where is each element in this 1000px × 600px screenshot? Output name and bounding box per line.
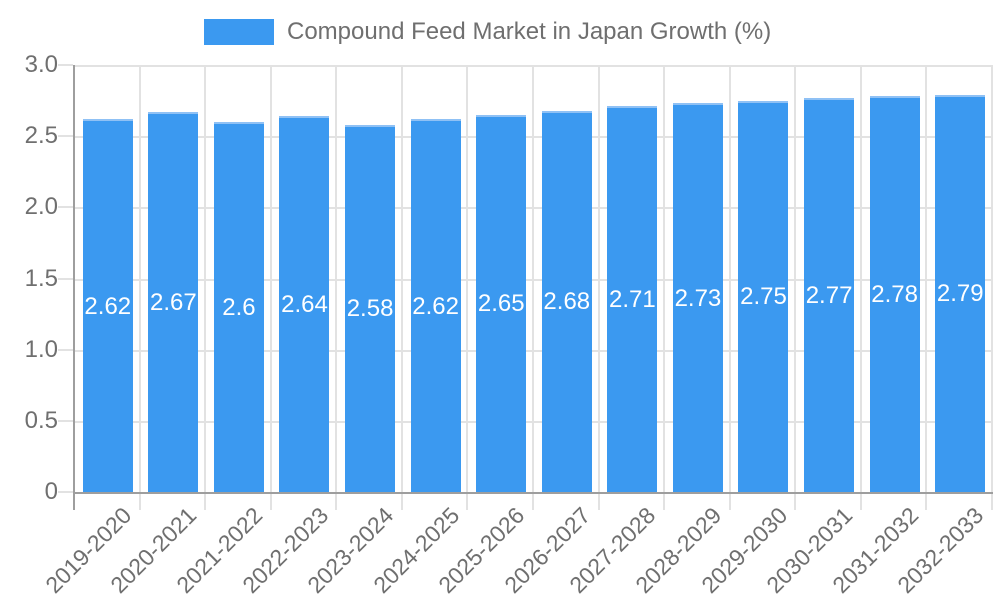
x-tick-mark bbox=[335, 494, 338, 510]
legend-label: Compound Feed Market in Japan Growth (%) bbox=[287, 18, 772, 45]
x-tick-mark bbox=[532, 494, 534, 510]
bar-2021-2022[interactable]: 2.6 bbox=[213, 121, 264, 492]
bar-value-label: 2.62 bbox=[84, 292, 132, 320]
bar-2019-2020[interactable]: 2.62 bbox=[82, 119, 133, 492]
y-tick-mark bbox=[58, 277, 73, 280]
bar-value-label: 2.67 bbox=[149, 288, 197, 316]
bar-slot: 2.77 bbox=[796, 65, 862, 492]
y-tick-mark bbox=[58, 135, 73, 138]
bar-slot: 2.73 bbox=[665, 65, 731, 492]
bar-slot: 2.62 bbox=[403, 65, 469, 492]
y-tick-mark bbox=[58, 491, 73, 493]
x-tick-mark bbox=[794, 494, 797, 510]
bar-value-label: 2.71 bbox=[608, 286, 656, 314]
legend-swatch bbox=[204, 19, 274, 45]
x-tick-mark bbox=[597, 494, 600, 510]
plot-area: 2.62 2.67 2.6 2.64 2.58 2.62 2.65 2.68 2.71 2.73 2… bbox=[75, 65, 993, 492]
h-gridline bbox=[75, 278, 993, 281]
y-axis-tick-label: 0.5 bbox=[24, 406, 58, 434]
bar-slot: 2.6 bbox=[206, 65, 272, 492]
bar-2025-2026[interactable]: 2.65 bbox=[476, 114, 527, 492]
chart-legend: Compound Feed Market in Japan Growth (%) bbox=[204, 18, 771, 46]
bar-slot: 2.64 bbox=[272, 65, 338, 492]
v-gridline bbox=[728, 65, 731, 492]
h-gridline bbox=[75, 65, 993, 67]
x-tick-mark bbox=[991, 494, 993, 510]
h-gridline bbox=[75, 207, 993, 210]
v-gridline bbox=[663, 65, 666, 492]
y-tick-mark bbox=[58, 64, 73, 66]
bar-value-label: 2.75 bbox=[740, 283, 787, 311]
y-axis-tick-label: 1.0 bbox=[24, 335, 58, 363]
bar-2031-2032[interactable]: 2.78 bbox=[869, 96, 920, 492]
bar-2023-2024[interactable]: 2.58 bbox=[345, 124, 396, 492]
y-axis-tick-label: 3.0 bbox=[24, 51, 58, 78]
v-gridline bbox=[204, 65, 207, 492]
x-tick-mark bbox=[400, 494, 403, 510]
h-gridline bbox=[75, 136, 993, 139]
x-tick-mark bbox=[204, 494, 207, 510]
y-tick-mark bbox=[58, 348, 73, 351]
bar-value-label: 2.73 bbox=[674, 284, 722, 312]
y-tick-mark bbox=[58, 206, 73, 209]
v-gridline bbox=[138, 65, 141, 492]
bar-value-label: 2.77 bbox=[805, 281, 853, 309]
bar-slot: 2.79 bbox=[927, 65, 993, 492]
bar-2027-2028[interactable]: 2.71 bbox=[607, 106, 658, 492]
bar-value-label: 2.65 bbox=[477, 290, 525, 318]
bar-value-label: 2.78 bbox=[871, 281, 918, 309]
bar-2020-2021[interactable]: 2.67 bbox=[148, 111, 199, 492]
y-axis-tick-label: 0 bbox=[44, 478, 58, 505]
bar-2029-2030[interactable]: 2.75 bbox=[738, 100, 789, 492]
v-gridline bbox=[466, 65, 469, 492]
y-axis-tick-label: 2.5 bbox=[24, 122, 58, 150]
bar-value-label: 2.58 bbox=[346, 295, 394, 323]
bar-slot: 2.68 bbox=[534, 65, 600, 492]
bar-value-label: 2.79 bbox=[936, 280, 984, 308]
bar-value-label: 2.64 bbox=[281, 291, 328, 319]
h-gridline bbox=[75, 420, 993, 423]
bar-slot: 2.71 bbox=[600, 65, 666, 492]
bar-2032-2033[interactable]: 2.79 bbox=[935, 94, 986, 492]
h-gridline bbox=[75, 349, 993, 352]
bar-slot: 2.78 bbox=[862, 65, 928, 492]
y-axis-line bbox=[73, 65, 75, 510]
bar-2024-2025[interactable]: 2.62 bbox=[410, 119, 461, 492]
bar-value-label: 2.6 bbox=[222, 293, 256, 321]
bar-slot: 2.75 bbox=[731, 65, 797, 492]
x-tick-mark bbox=[925, 494, 928, 510]
bar-slot: 2.67 bbox=[141, 65, 207, 492]
x-tick-mark bbox=[663, 494, 666, 510]
bar-slot: 2.65 bbox=[468, 65, 534, 492]
v-gridline bbox=[269, 65, 272, 492]
v-gridline bbox=[597, 65, 600, 492]
x-tick-mark bbox=[466, 494, 469, 510]
bar-2028-2029[interactable]: 2.73 bbox=[672, 103, 723, 492]
bar-slot: 2.62 bbox=[75, 65, 141, 492]
x-tick-mark bbox=[859, 494, 862, 510]
v-gridline bbox=[794, 65, 797, 492]
bar-2030-2031[interactable]: 2.77 bbox=[804, 97, 855, 492]
bar-value-label: 2.62 bbox=[412, 292, 459, 320]
y-axis-tick-label: 1.5 bbox=[24, 264, 58, 292]
y-tick-mark bbox=[58, 419, 73, 422]
v-gridline bbox=[335, 65, 338, 492]
x-axis-line bbox=[75, 492, 993, 494]
v-gridline bbox=[532, 65, 534, 492]
bar-2022-2023[interactable]: 2.64 bbox=[279, 116, 330, 492]
bar-2026-2027[interactable]: 2.68 bbox=[541, 110, 592, 492]
y-axis-tick-label: 2.0 bbox=[24, 193, 58, 221]
v-gridline bbox=[991, 65, 993, 492]
x-tick-mark bbox=[138, 494, 141, 510]
x-tick-mark bbox=[73, 494, 75, 510]
x-tick-mark bbox=[269, 494, 272, 510]
bar-slot: 2.58 bbox=[337, 65, 403, 492]
v-gridline bbox=[925, 65, 928, 492]
v-gridline bbox=[400, 65, 403, 492]
x-tick-mark bbox=[728, 494, 731, 510]
v-gridline bbox=[859, 65, 862, 492]
bar-value-label: 2.68 bbox=[543, 288, 591, 316]
